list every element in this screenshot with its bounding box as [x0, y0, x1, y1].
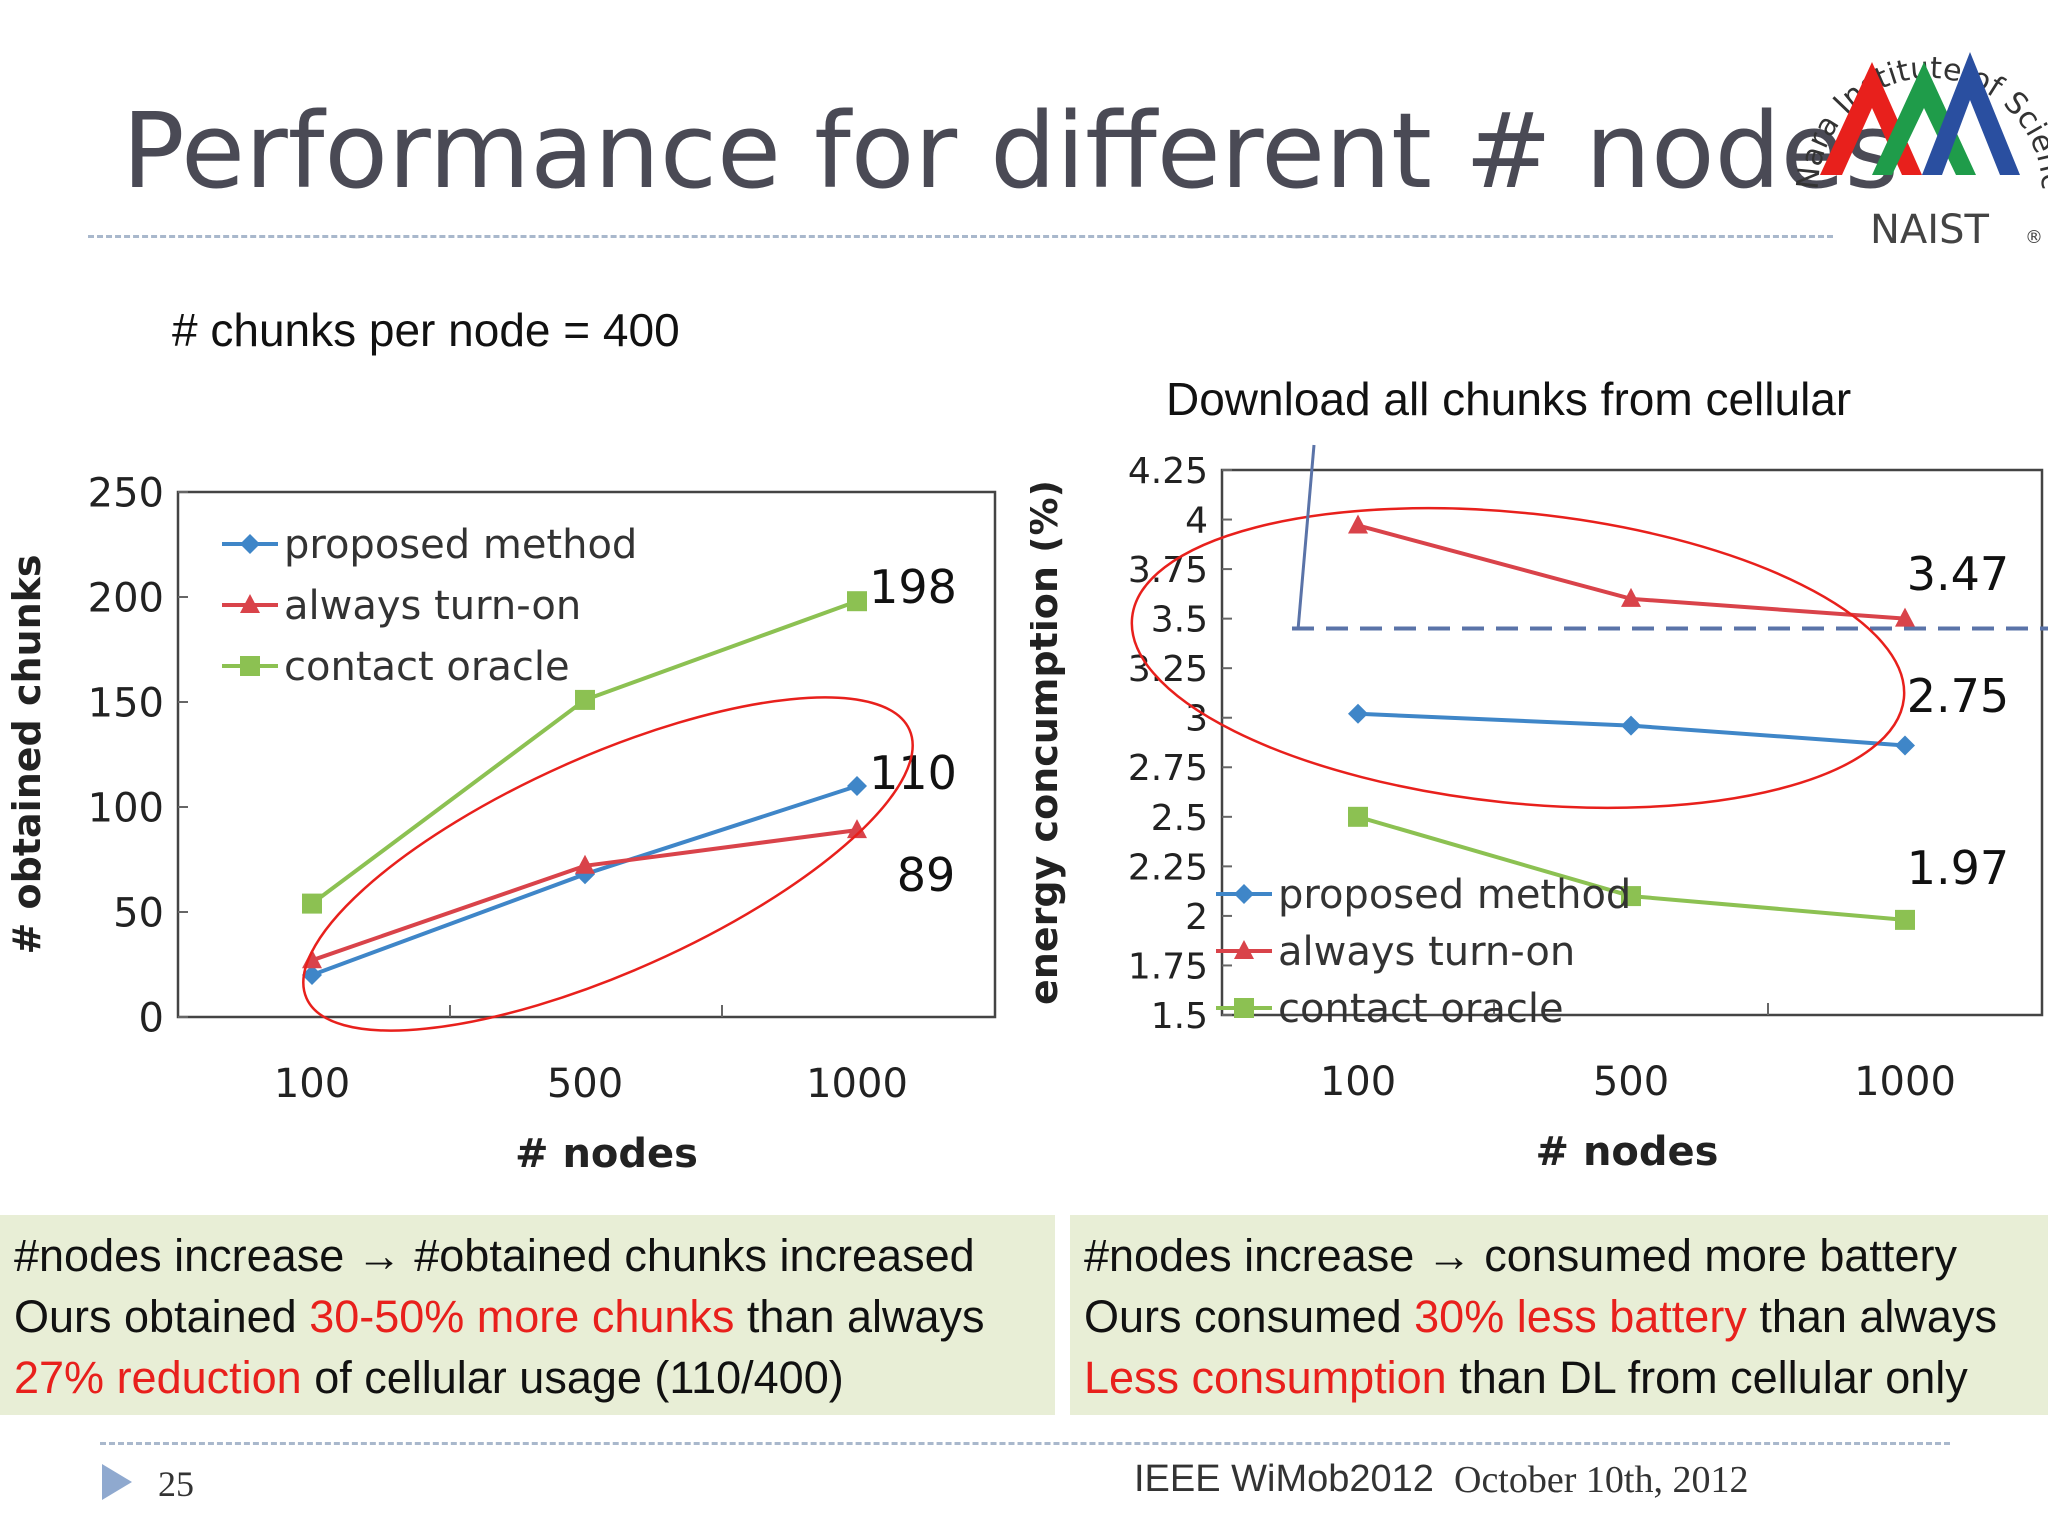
data-point — [1348, 514, 1368, 534]
legend-label: contact oracle — [284, 644, 570, 690]
footer-divider — [100, 1442, 1950, 1445]
y-tick-label: 2 — [1185, 897, 1208, 938]
y-tick-label: 250 — [88, 470, 164, 516]
legend-label: proposed method — [1278, 872, 1631, 918]
x-tick-label: 1000 — [1854, 1059, 1956, 1105]
highlight-ellipse — [1130, 506, 1906, 810]
data-point — [1621, 886, 1641, 907]
data-point — [302, 965, 322, 985]
page-number: 25 — [158, 1464, 194, 1504]
legend-label: always turn-on — [1278, 929, 1575, 975]
right-summary-line-2: Ours consumed 30% less battery than alwa… — [1084, 1291, 1997, 1342]
title-divider — [88, 235, 1833, 238]
right-summary-line-1: #nodes increase → consumed more battery — [1084, 1230, 1957, 1281]
right-summary-line-3: Less consumption than DL from cellular o… — [1084, 1352, 1968, 1403]
x-axis-label: # nodes — [1536, 1129, 1719, 1175]
naist-logo: Nara Institute of Science and Technology… — [1780, 0, 2048, 250]
obtained-chunks-chart: 0 50 100 150 200 250 100 500 1000 # nodes # obtain… — [5, 470, 997, 1177]
play-triangle-icon — [102, 1464, 132, 1500]
legend-marker — [1234, 998, 1254, 1018]
x-axis-label: # nodes — [515, 1131, 698, 1177]
cellular-download-note: Download all chunks from cellular — [1166, 373, 1852, 425]
data-point — [1348, 703, 1368, 724]
y-tick-label: 1.5 — [1151, 996, 1208, 1037]
left-summary-line-2: Ours obtained 30-50% more chunks than al… — [14, 1291, 985, 1342]
y-tick-label: 2.25 — [1128, 847, 1208, 888]
y-tick-label: 3 — [1185, 699, 1208, 740]
y-tick-label: 1.75 — [1128, 946, 1208, 987]
data-point — [1895, 735, 1915, 756]
legend-marker — [240, 656, 260, 676]
conference-name: IEEE WiMob2012 — [1134, 1458, 1434, 1500]
legend-marker — [1234, 940, 1254, 959]
data-point — [302, 893, 322, 914]
y-tick-label: 200 — [88, 575, 164, 621]
logo-mark: ® — [2025, 227, 2043, 248]
data-point — [1895, 909, 1915, 930]
data-point — [575, 689, 595, 710]
legend-marker — [240, 534, 260, 554]
y-tick-label: 3.5 — [1151, 600, 1208, 641]
note-pointer-line — [1296, 444, 1316, 631]
data-point — [847, 819, 867, 839]
y-tick-label: 50 — [113, 890, 164, 936]
data-point — [847, 776, 867, 796]
x-tick-label: 1000 — [806, 1061, 908, 1107]
value-annotation: 3.47 — [1907, 547, 2009, 601]
left-summary-line-3: 27% reduction of cellular usage (110/400… — [14, 1352, 844, 1403]
plot-frame — [1220, 468, 2044, 1017]
y-tick-label: 3.75 — [1128, 550, 1208, 591]
y-tick-label: 2.5 — [1151, 798, 1208, 839]
legend-label: contact oracle — [1278, 986, 1564, 1032]
y-tick-label: 150 — [88, 680, 164, 726]
x-tick-label: 100 — [1320, 1059, 1396, 1105]
left-summary-box: #nodes increase → #obtained chunks incre… — [0, 1215, 1055, 1415]
left-summary-line-1: #nodes increase → #obtained chunks incre… — [14, 1230, 975, 1281]
legend-label: always turn-on — [284, 583, 581, 629]
presentation-date: October 10th, 2012 — [1454, 1459, 1749, 1501]
legend-marker — [1234, 884, 1254, 904]
value-annotation: 89 — [897, 848, 956, 902]
y-tick-label: 4 — [1185, 501, 1208, 542]
y-tick-label: 4.25 — [1128, 451, 1208, 492]
logo-blue-peak — [1922, 52, 2020, 175]
x-tick-label: 500 — [1593, 1059, 1669, 1105]
y-axis-label: energy concumption (%) — [1030, 480, 1066, 1005]
right-summary-box: #nodes increase → consumed more battery … — [1070, 1215, 2048, 1415]
data-point — [847, 591, 867, 612]
y-tick-label: 2.75 — [1128, 748, 1208, 789]
plot-frame — [176, 490, 997, 1019]
data-point — [1621, 715, 1641, 736]
data-point — [1621, 587, 1641, 607]
slide-title: Performance for different # nodes — [122, 90, 1899, 212]
value-annotation: 198 — [869, 560, 957, 614]
y-tick-label: 0 — [139, 995, 164, 1041]
chunks-per-node-note: # chunks per node = 400 — [172, 304, 680, 356]
logo-name: NAIST — [1870, 207, 1989, 250]
highlight-ellipse — [302, 696, 914, 1032]
data-point — [575, 854, 595, 874]
legend-label: proposed method — [284, 522, 637, 568]
x-tick-label: 500 — [547, 1061, 623, 1107]
data-point — [1895, 607, 1915, 627]
y-axis-label: # obtained chunks — [5, 554, 49, 954]
x-tick-label: 100 — [274, 1061, 350, 1107]
value-annotation: 1.97 — [1907, 841, 2009, 895]
legend-marker — [240, 594, 260, 613]
data-point — [1348, 806, 1368, 827]
value-annotation: 2.75 — [1907, 669, 2009, 723]
y-tick-label: 100 — [88, 785, 164, 831]
